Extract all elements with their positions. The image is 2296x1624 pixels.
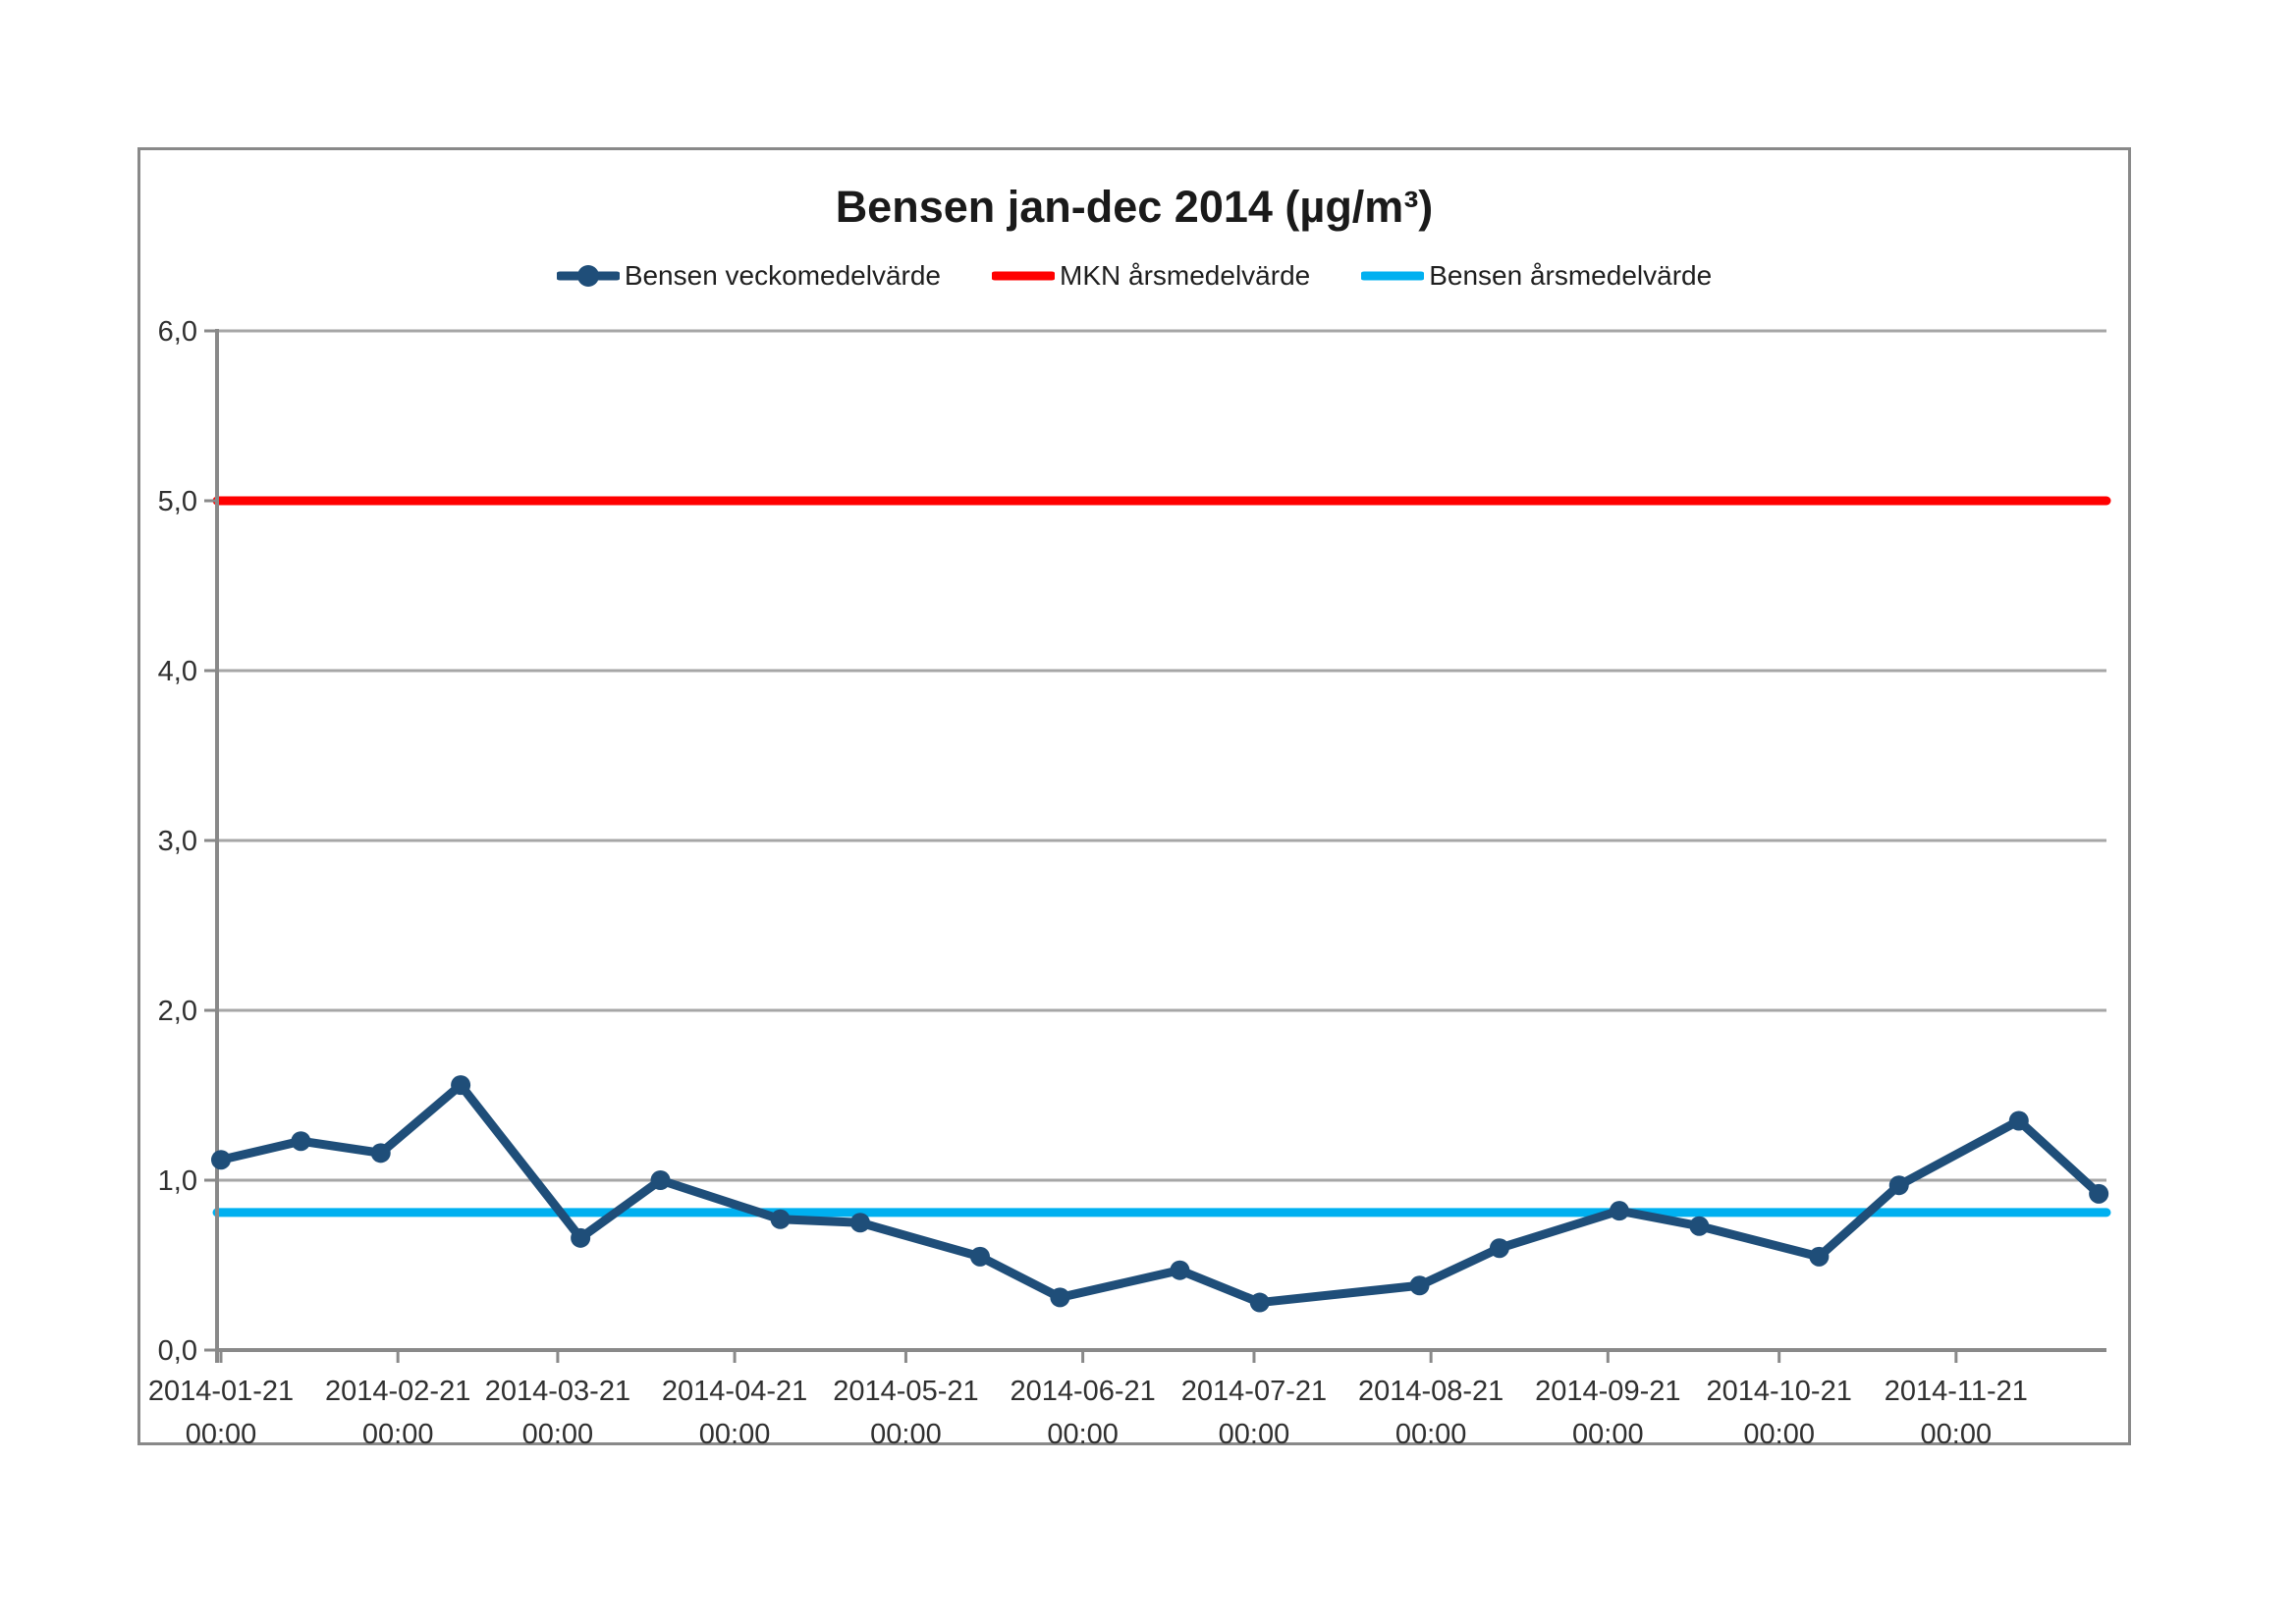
legend: Bensen veckomedelvärde MKN årsmedelvärde… <box>140 260 2128 292</box>
legend-swatch-svg <box>556 265 620 287</box>
x-axis-label-time: 00:00 <box>1395 1419 1467 1448</box>
weekly-series-marker <box>1050 1287 1070 1308</box>
x-axis-label-date: 2014-02-21 <box>325 1376 470 1407</box>
x-axis-label-date: 2014-11-21 <box>1885 1376 2028 1407</box>
weekly-series-line <box>216 1080 2104 1308</box>
weekly-series-marker <box>1489 1238 1509 1259</box>
weekly-series-marker <box>1249 1292 1270 1313</box>
weekly-series-marker <box>1609 1201 1629 1221</box>
legend-label: Bensen årsmedelvärde <box>1429 260 1713 291</box>
legend-item-mkn: MKN årsmedelvärde <box>992 260 1310 292</box>
legend-line-icon <box>992 265 1056 287</box>
weekly-series-marker <box>1170 1260 1190 1280</box>
weekly-series-marker <box>451 1075 471 1096</box>
x-axis-label-time: 00:00 <box>522 1419 594 1448</box>
weekly-series-marker <box>211 1150 231 1170</box>
weekly-series-marker <box>2089 1183 2109 1204</box>
x-axis-label-time: 00:00 <box>1743 1419 1815 1448</box>
weekly-series-marker <box>1888 1175 1909 1196</box>
x-axis-label-date: 2014-10-21 <box>1707 1376 1852 1407</box>
weekly-series-marker <box>650 1170 671 1190</box>
legend-item-annual-mean: Bensen årsmedelvärde <box>1361 260 1712 292</box>
x-axis-label-time: 00:00 <box>362 1419 434 1448</box>
weekly-series-marker <box>1409 1275 1430 1296</box>
y-axis-label: 3,0 <box>158 826 197 857</box>
x-axis-label-date: 2014-01-21 <box>148 1376 294 1407</box>
x-axis-label-date: 2014-07-21 <box>1181 1376 1327 1407</box>
weekly-series-marker <box>969 1246 990 1267</box>
legend-swatch-svg <box>992 271 1056 281</box>
y-axis-label: 5,0 <box>158 486 197 517</box>
weekly-series-marker <box>770 1209 791 1229</box>
legend-line-icon <box>1361 265 1425 287</box>
x-axis-label-date: 2014-06-21 <box>1010 1376 1155 1407</box>
y-axis-label: 6,0 <box>158 316 197 348</box>
weekly-series-marker <box>571 1227 591 1248</box>
plot-area: 0,0 1,0 2,0 3,0 4,0 5,0 6,0 2014-01-21 00:00 2014… <box>148 316 2111 1448</box>
y-axis-label: 4,0 <box>158 656 197 687</box>
x-axis-label-time: 00:00 <box>186 1419 257 1448</box>
legend-label: MKN årsmedelvärde <box>1060 260 1311 291</box>
weekly-series-marker <box>370 1143 391 1164</box>
x-axis-label-time: 00:00 <box>699 1419 771 1448</box>
legend-line-circle-icon <box>556 265 620 287</box>
weekly-series-marker <box>291 1131 311 1152</box>
x-axis-label-date: 2014-08-21 <box>1358 1376 1503 1407</box>
weekly-series-marker <box>849 1213 870 1233</box>
x-axis-label-time: 00:00 <box>1921 1419 1993 1448</box>
legend-swatch-svg <box>1361 271 1425 281</box>
x-axis-label-time: 00:00 <box>1219 1419 1290 1448</box>
y-axis-label: 0,0 <box>158 1335 197 1367</box>
weekly-series-marker <box>1689 1216 1710 1236</box>
x-axis-label-time: 00:00 <box>1047 1419 1119 1448</box>
x-axis-label-time: 00:00 <box>870 1419 942 1448</box>
legend-marker-dot <box>576 265 599 287</box>
x-axis-label-date: 2014-04-21 <box>662 1376 807 1407</box>
legend-label: Bensen veckomedelvärde <box>624 260 942 291</box>
x-axis-label-date: 2014-03-21 <box>485 1376 630 1407</box>
chart-frame: Bensen jan-dec 2014 (µg/m³) Bensen vecko… <box>137 147 2131 1448</box>
legend-item-weekly: Bensen veckomedelvärde <box>556 260 942 292</box>
weekly-series-marker <box>2008 1110 2029 1131</box>
x-axis-label-date: 2014-09-21 <box>1535 1376 1680 1407</box>
x-axis-label-time: 00:00 <box>1572 1419 1644 1448</box>
weekly-series-marker <box>1809 1246 1830 1267</box>
x-axis-label-date: 2014-05-21 <box>833 1376 978 1407</box>
y-axis-label: 1,0 <box>158 1165 197 1197</box>
chart-title: Bensen jan-dec 2014 (µg/m³) <box>835 182 1434 232</box>
y-axis-label: 2,0 <box>158 996 197 1027</box>
